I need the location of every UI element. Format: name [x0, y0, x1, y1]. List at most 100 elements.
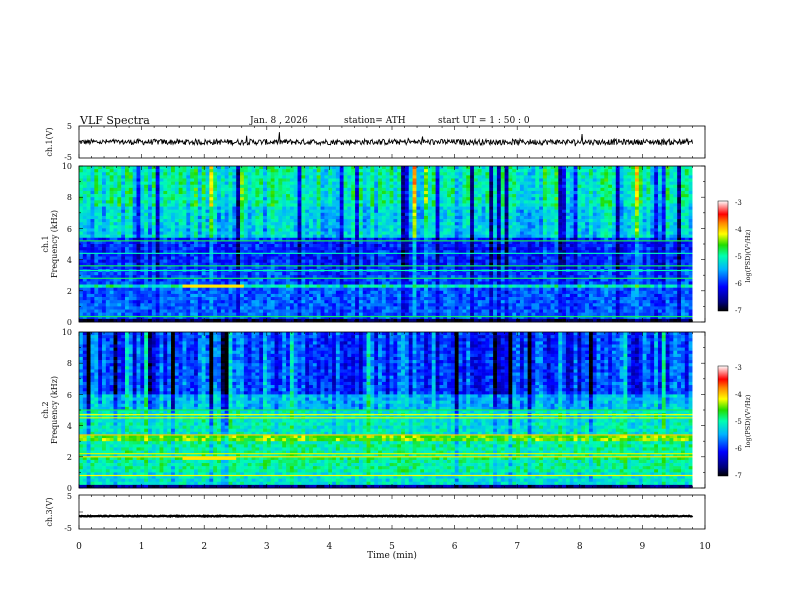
spectrogram-cell [650, 185, 654, 188]
spectrogram-cell [570, 225, 574, 228]
spectrogram-cell [493, 166, 497, 169]
spectrogram-cell [133, 191, 137, 194]
spectrogram-cell [593, 247, 597, 250]
spectrogram-cell [244, 200, 248, 203]
spectrogram-cell [275, 216, 279, 219]
spectrogram-cell [137, 247, 141, 250]
spectrogram-cell [482, 200, 486, 203]
spectrogram-cell [175, 216, 179, 219]
spectrogram-cell [198, 197, 202, 200]
spectrogram-cell [639, 232, 643, 235]
spectrogram-cell [209, 228, 213, 231]
spectrogram-cell [600, 219, 604, 222]
spectrogram-cell [516, 207, 520, 210]
spectrogram-cell [493, 210, 497, 213]
spectrogram-cell [662, 169, 666, 172]
spectrogram-cell [259, 216, 263, 219]
spectrogram-cell [493, 175, 497, 178]
spectrogram-cell [367, 194, 371, 197]
spectrogram-cell [148, 194, 152, 197]
spectrogram-cell [558, 185, 562, 188]
spectrogram-cell [275, 191, 279, 194]
spectrogram-cell [359, 235, 363, 238]
spectrogram-cell [512, 175, 516, 178]
spectrogram-cell [148, 225, 152, 228]
spectrogram-cell [114, 232, 118, 235]
spectrogram-cell [309, 235, 313, 238]
spectrogram-cell [639, 197, 643, 200]
spectrogram-cell [531, 232, 535, 235]
spectrogram-cell [654, 207, 658, 210]
spectrogram-cell [298, 213, 302, 216]
spectrogram-cell [585, 235, 589, 238]
spectrogram-cell [439, 210, 443, 213]
spectrogram-cell [485, 256, 489, 259]
spectrogram-cell [424, 235, 428, 238]
spectrogram-cell [520, 213, 524, 216]
spectrogram-cell [328, 172, 332, 175]
spectrogram-cell [202, 169, 206, 172]
spectrogram-cell [639, 207, 643, 210]
spectrogram-cell [574, 244, 578, 247]
spectrogram-cell [558, 225, 562, 228]
spectrogram-cell [482, 178, 486, 181]
spectrogram-cell [524, 256, 528, 259]
spectrogram-cell [493, 219, 497, 222]
spectrogram-cell [493, 178, 497, 181]
spectrogram-cell [451, 232, 455, 235]
spectrogram-cell [148, 210, 152, 213]
spectrogram-cell [462, 203, 466, 206]
spectrogram-cell [520, 228, 524, 231]
spectrogram-cell [478, 225, 482, 228]
spectrogram-cell [125, 225, 129, 228]
spectrogram-cell [313, 185, 317, 188]
spectrogram-cell [175, 228, 179, 231]
spectrogram-cell [462, 228, 466, 231]
spectrogram-cell [451, 172, 455, 175]
spectrogram-cell [470, 210, 474, 213]
spectrogram-cell [677, 194, 681, 197]
spectrogram-cell [662, 188, 666, 191]
spectrogram-cell [577, 256, 581, 259]
spectrogram-cell [194, 232, 198, 235]
spectrogram-cell [650, 225, 654, 228]
spectrogram-cell [439, 194, 443, 197]
spectrogram-cell [221, 247, 225, 250]
spectrogram-cell [267, 191, 271, 194]
spectrogram-cell [677, 191, 681, 194]
spectrogram-cell [263, 194, 267, 197]
spectrogram-cell [689, 191, 693, 194]
spectrogram-cell [156, 260, 160, 263]
spectrogram-cell [597, 207, 601, 210]
spectrogram-cell [600, 256, 604, 259]
spectrogram-cell [98, 244, 102, 247]
spectrogram-cell [451, 197, 455, 200]
spectrogram-cell [508, 197, 512, 200]
spectrogram-cell [401, 247, 405, 250]
spectrogram-cell [443, 175, 447, 178]
spectrogram-cell [324, 200, 328, 203]
spectrogram-cell [198, 166, 202, 169]
spectrogram-cell [501, 166, 505, 169]
spectrogram-cell [378, 166, 382, 169]
spectrogram-cell [359, 191, 363, 194]
spectrogram-cell [347, 191, 351, 194]
spectrogram-cell [558, 191, 562, 194]
spectrogram-cell [620, 207, 624, 210]
spectrogram-cell [347, 175, 351, 178]
spectrogram-cell [489, 216, 493, 219]
spectrogram-cell [681, 185, 685, 188]
spectrogram-cell [643, 175, 647, 178]
spectrogram-cell [639, 244, 643, 247]
spectrogram-cell [616, 219, 620, 222]
spectrogram-cell [236, 216, 240, 219]
spectrogram-cell [439, 235, 443, 238]
spectrogram-cell [110, 191, 114, 194]
spectrogram-cell [309, 169, 313, 172]
spectrogram-cell [508, 188, 512, 191]
spectrogram-cell [286, 225, 290, 228]
spectrogram-cell [240, 232, 244, 235]
spectrogram-cell [485, 182, 489, 185]
spectrogram-cell [447, 182, 451, 185]
spectrogram-cell [551, 232, 555, 235]
